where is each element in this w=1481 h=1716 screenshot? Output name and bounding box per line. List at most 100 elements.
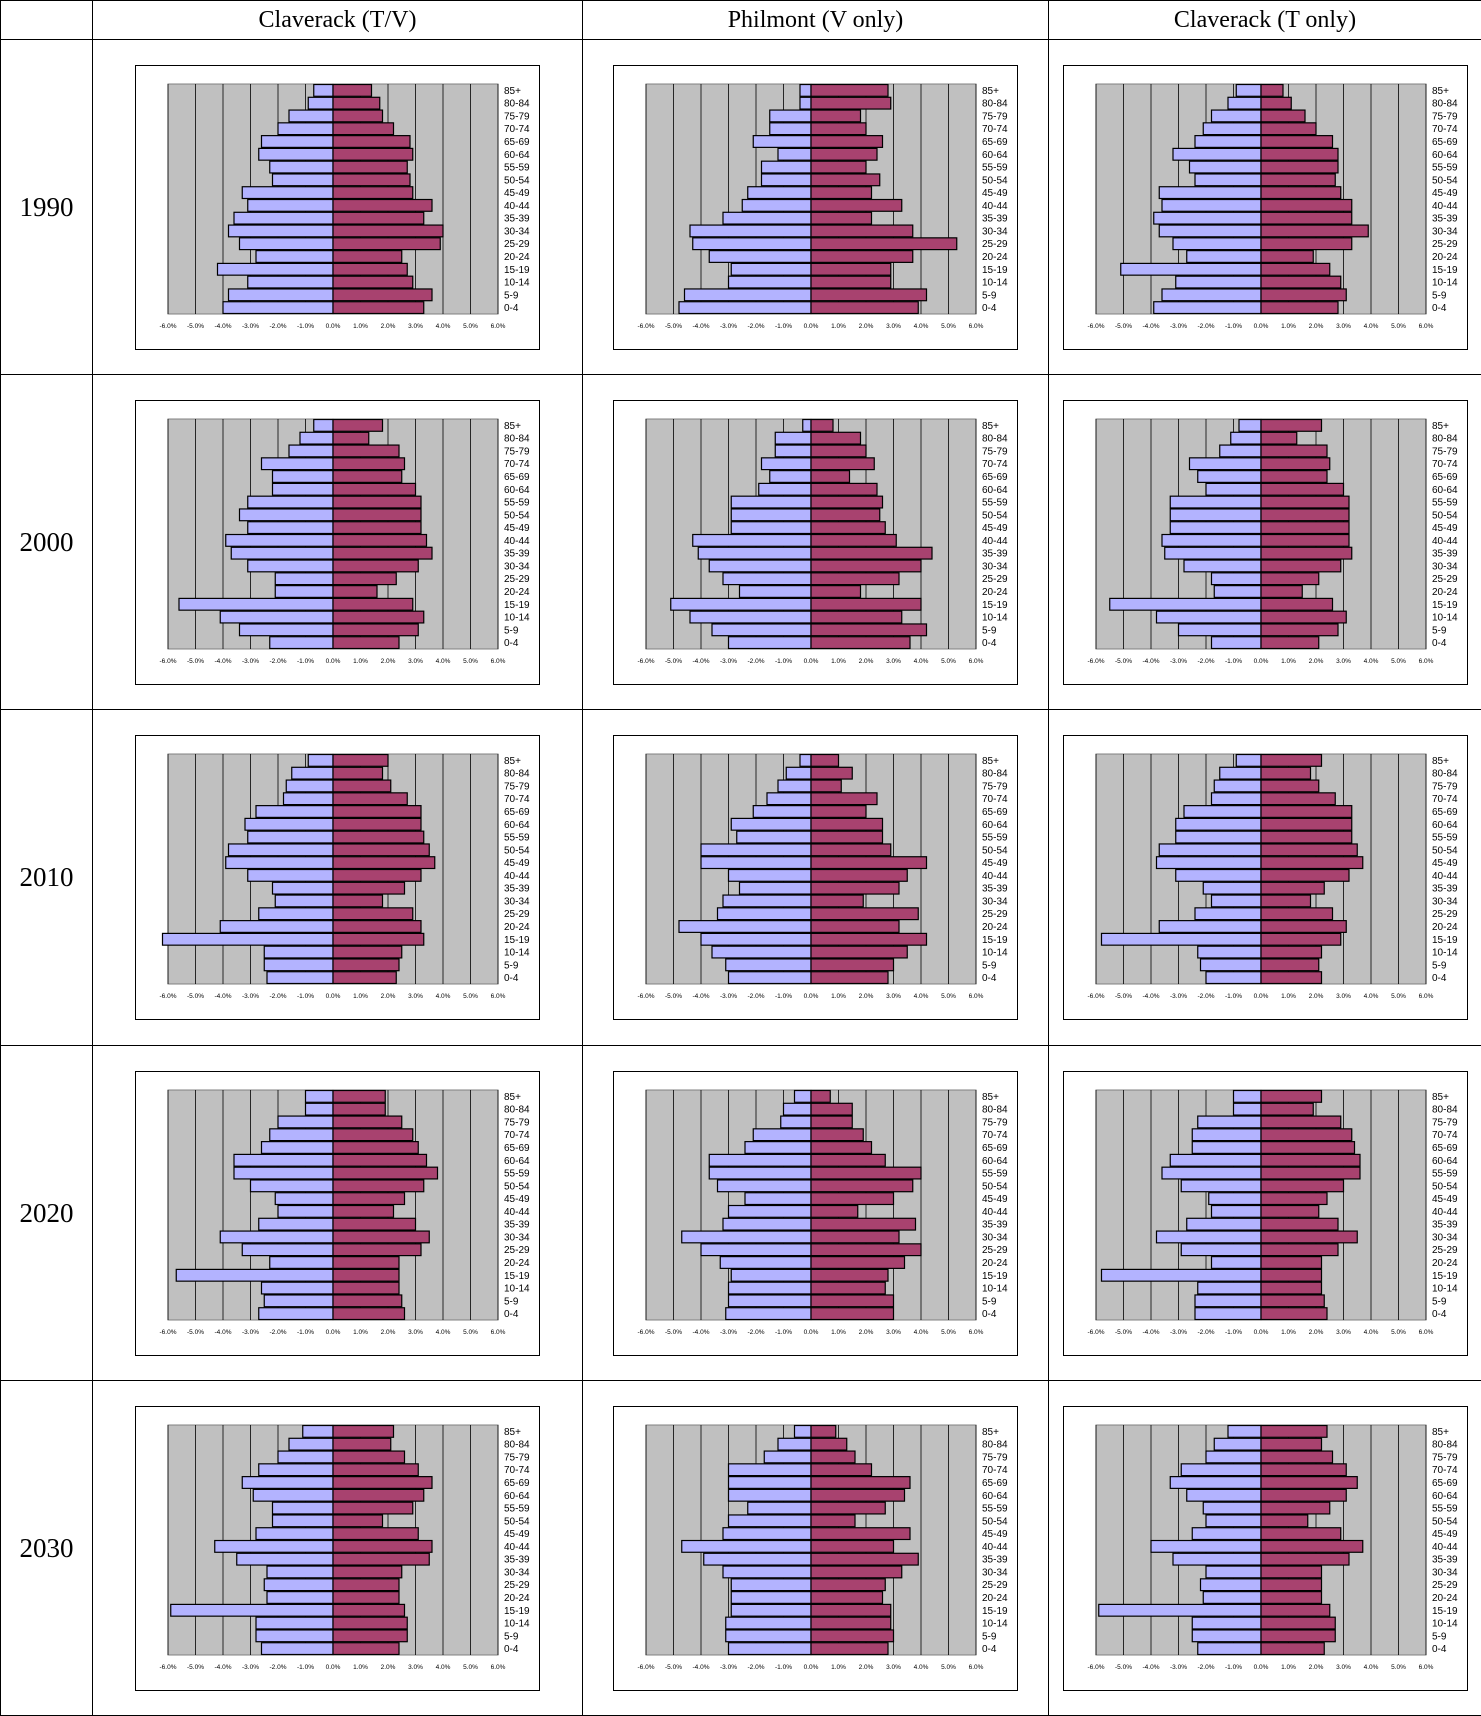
bar-left	[1203, 123, 1261, 135]
bar-right	[1261, 1502, 1330, 1514]
age-label: 5-9	[1432, 625, 1447, 636]
bar-right	[1261, 1206, 1319, 1218]
age-label: 20-24	[1432, 1258, 1458, 1269]
bar-right	[333, 586, 377, 598]
x-tick-label: 2.0%	[859, 1329, 874, 1336]
age-label: 30-34	[1432, 1232, 1458, 1243]
age-label: 60-64	[504, 1491, 530, 1502]
bar-left	[729, 1295, 812, 1307]
age-label: 10-14	[982, 1619, 1008, 1630]
age-label: 75-79	[1432, 1452, 1458, 1463]
bar-left	[729, 1515, 812, 1527]
column-header-philmont: Philmont (V only)	[583, 1, 1049, 40]
age-label: 45-49	[1432, 1194, 1458, 1205]
age-label: 65-69	[982, 137, 1008, 148]
x-tick-label: 1.0%	[1281, 658, 1296, 665]
bar-left	[1236, 85, 1261, 97]
age-label: 40-44	[504, 1542, 530, 1553]
bar-right	[811, 933, 927, 945]
bar-right	[333, 276, 413, 288]
age-label: 85+	[1432, 86, 1449, 97]
bar-left	[234, 212, 333, 224]
age-label: 35-39	[1432, 1555, 1458, 1566]
x-tick-label: -6.0%	[638, 1664, 655, 1671]
x-tick-label: -5.0%	[665, 993, 682, 1000]
bar-left	[723, 1528, 811, 1540]
age-label: 35-39	[1432, 884, 1458, 895]
age-label: 65-69	[982, 1478, 1008, 1489]
bar-left	[273, 1502, 334, 1514]
age-label: 45-49	[504, 1194, 530, 1205]
bar-left	[1162, 289, 1261, 301]
pyramid-svg: 85+80-8475-7970-7465-6960-6455-5950-5445…	[614, 1407, 1019, 1692]
age-label: 15-19	[1432, 1606, 1458, 1617]
age-label: 0-4	[1432, 638, 1447, 649]
age-label: 60-64	[1432, 150, 1458, 161]
pyramid-svg: 85+80-8475-7970-7465-6960-6455-5950-5445…	[136, 1407, 541, 1692]
x-tick-label: 1.0%	[353, 658, 368, 665]
x-tick-label: 0.0%	[804, 1329, 819, 1336]
bar-right	[333, 1566, 402, 1578]
bar-right	[333, 1142, 418, 1154]
bar-left	[712, 624, 811, 636]
bar-right	[1261, 547, 1352, 559]
age-label: 70-74	[1432, 124, 1458, 135]
bar-right	[1261, 302, 1338, 314]
bar-left	[300, 432, 333, 444]
age-label: 65-69	[504, 1478, 530, 1489]
age-label: 55-59	[982, 163, 1008, 174]
bar-left	[1165, 547, 1261, 559]
bar-right	[811, 1579, 885, 1591]
x-tick-label: 0.0%	[1254, 1664, 1269, 1671]
age-label: 80-84	[1432, 1105, 1458, 1116]
age-label: 40-44	[1432, 536, 1458, 547]
x-tick-label: -2.0%	[270, 1329, 287, 1336]
age-label: 0-4	[504, 1644, 519, 1655]
age-label: 25-29	[1432, 574, 1458, 585]
x-tick-label: -6.0%	[1088, 323, 1105, 330]
age-label: 75-79	[1432, 446, 1458, 457]
age-label: 50-54	[504, 1516, 530, 1527]
age-label: 60-64	[982, 820, 1008, 831]
bar-right	[1261, 844, 1357, 856]
x-tick-label: 1.0%	[831, 658, 846, 665]
bar-right	[1261, 445, 1327, 457]
bar-right	[333, 637, 399, 649]
bar-left	[740, 586, 812, 598]
bar-right	[811, 85, 888, 97]
x-tick-label: 1.0%	[353, 1664, 368, 1671]
bar-right	[811, 598, 921, 610]
age-label: 5-9	[1432, 290, 1447, 301]
bar-right	[1261, 85, 1283, 97]
bar-right	[811, 263, 891, 275]
x-tick-label: 6.0%	[491, 1664, 506, 1671]
bar-right	[811, 972, 888, 984]
bar-right	[811, 1592, 883, 1604]
age-label: 20-24	[504, 587, 530, 598]
x-tick-label: -1.0%	[297, 658, 314, 665]
bar-left	[740, 882, 812, 894]
age-label: 15-19	[504, 265, 530, 276]
bar-right	[811, 1129, 863, 1141]
age-label: 5-9	[982, 960, 997, 971]
x-tick-label: -3.0%	[242, 323, 259, 330]
age-label: 10-14	[1432, 278, 1458, 289]
age-label: 10-14	[1432, 613, 1458, 624]
age-label: 60-64	[982, 150, 1008, 161]
bar-right	[811, 148, 877, 160]
bar-left	[270, 1257, 333, 1269]
bar-left	[289, 445, 333, 457]
age-label: 50-54	[1432, 510, 1458, 521]
age-label: 25-29	[982, 909, 1008, 920]
bar-left	[248, 560, 333, 572]
bar-left	[726, 1308, 811, 1320]
bar-left	[1214, 1438, 1261, 1450]
bar-left	[723, 1566, 811, 1578]
bar-right	[811, 136, 883, 148]
age-label: 30-34	[504, 1567, 530, 1578]
bar-left	[223, 302, 333, 314]
x-tick-label: -1.0%	[775, 993, 792, 1000]
bar-left	[1195, 1295, 1261, 1307]
